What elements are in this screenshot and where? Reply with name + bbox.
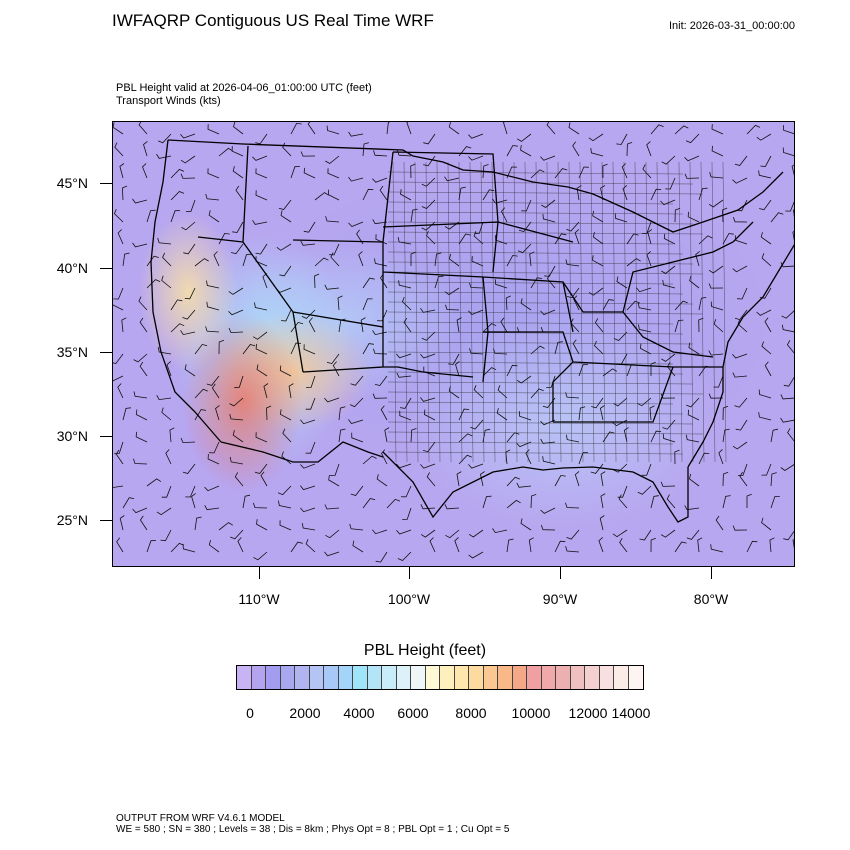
colorbar-segment xyxy=(454,666,469,689)
colorbar-label: 6000 xyxy=(397,705,429,721)
colorbar-segment xyxy=(628,666,643,689)
county-grid xyxy=(387,161,727,463)
colorbar-segment xyxy=(353,666,368,689)
lat-label-35: 35°N xyxy=(56,344,88,360)
colorbar-segment xyxy=(295,666,310,689)
colorbar-segment xyxy=(498,666,513,689)
colorbar-label: 0 xyxy=(246,705,254,721)
colorbar-label: 4000 xyxy=(343,705,375,721)
county-lines xyxy=(387,161,727,463)
lon-label-80: 80°W xyxy=(693,591,729,607)
lat-label-30: 30°N xyxy=(56,428,88,444)
colorbar-segment xyxy=(527,666,542,689)
colorbar-segment xyxy=(614,666,629,689)
state-boundaries xyxy=(150,139,794,523)
main-title: IWFAQRP Contiguous US Real Time WRF xyxy=(112,11,434,30)
colorbar-segment xyxy=(411,666,426,689)
model-info: OUTPUT FROM WRF V4.6.1 MODEL WE = 580 ; … xyxy=(116,813,509,835)
lon-tick xyxy=(560,567,561,579)
colorbar-segment xyxy=(237,666,252,689)
state-lines xyxy=(197,145,754,423)
colorbar-segment xyxy=(425,666,440,689)
colorbar xyxy=(236,665,644,690)
field-line-winds: Transport Winds (kts) xyxy=(116,95,221,107)
colorbar-segment xyxy=(266,666,281,689)
us-mexico-border xyxy=(220,441,384,463)
legend-title: PBL Height (feet) xyxy=(363,642,487,659)
wind-barbs xyxy=(113,122,794,563)
colorbar-segment xyxy=(469,666,484,689)
map-canvas xyxy=(113,122,794,563)
colorbar-segment xyxy=(367,666,382,689)
lon-label-110: 110°W xyxy=(238,591,280,607)
colorbar-segment xyxy=(440,666,455,689)
lon-tick xyxy=(409,567,410,579)
field-description: PBL Height valid at 2026-04-06_01:00:00 … xyxy=(116,82,372,108)
model-version: OUTPUT FROM WRF V4.6.1 MODEL xyxy=(116,813,285,824)
colorbar-segment xyxy=(570,666,585,689)
colorbar-label: 10000 xyxy=(511,705,551,721)
colorbar-label: 2000 xyxy=(289,705,321,721)
colorbar-segment xyxy=(396,666,411,689)
coastline-west xyxy=(150,139,222,443)
lon-label-90: 90°W xyxy=(542,591,578,607)
lat-tick xyxy=(100,352,112,353)
colorbar-segment xyxy=(280,666,295,689)
colorbar-segment xyxy=(382,666,397,689)
lat-tick xyxy=(100,436,112,437)
colorbar-label: 12000 xyxy=(568,705,608,721)
colorbar-segment xyxy=(599,666,614,689)
colorbar-segment xyxy=(251,666,266,689)
lat-label-25: 25°N xyxy=(56,512,88,528)
coastline-east xyxy=(687,244,794,468)
lat-label-40: 40°N xyxy=(56,260,88,276)
lon-tick xyxy=(711,567,712,579)
colorbar-label: 14000 xyxy=(611,705,651,721)
colorbar-segment xyxy=(585,666,600,689)
lon-label-100: 100°W xyxy=(387,591,431,607)
map-plot xyxy=(112,121,795,567)
lat-label-45: 45°N xyxy=(56,175,88,191)
coastline-gulf xyxy=(382,451,689,523)
init-time: Init: 2026-03-31_00:00:00 xyxy=(669,20,795,32)
field-line-pbl: PBL Height valid at 2026-04-06_01:00:00 … xyxy=(116,82,372,94)
wind-barb-field xyxy=(113,122,794,563)
lat-tick xyxy=(100,183,112,184)
colorbar-segment xyxy=(483,666,498,689)
lat-tick xyxy=(100,268,112,269)
us-canada-border xyxy=(167,139,784,233)
colorbar-segment xyxy=(512,666,527,689)
colorbar-segment xyxy=(556,666,571,689)
colorbar-segment xyxy=(324,666,339,689)
model-config: WE = 580 ; SN = 380 ; Levels = 38 ; Dis … xyxy=(116,824,510,835)
lat-tick xyxy=(100,520,112,521)
lon-tick xyxy=(259,567,260,579)
colorbar-label: 8000 xyxy=(455,705,487,721)
colorbar-segment xyxy=(541,666,556,689)
colorbar-segment xyxy=(309,666,324,689)
colorbar-segment xyxy=(338,666,353,689)
